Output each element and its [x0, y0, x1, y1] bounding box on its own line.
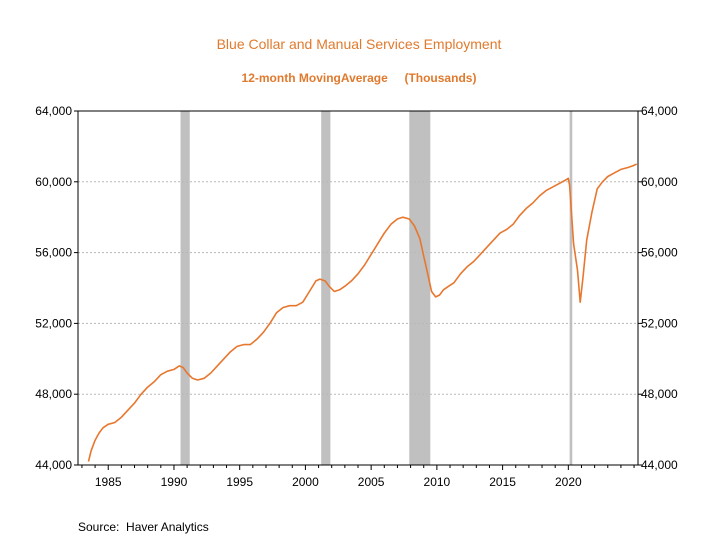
x-tick-label-7: 2020: [555, 475, 582, 489]
recession-band-2: [409, 111, 431, 465]
chart-subtitle: 12-month MovingAverage (Thousands): [242, 71, 477, 85]
x-axis: 1985 1990 1995 2000 2005 2010 2015 2020: [81, 465, 635, 489]
source-note: Source: Haver Analytics: [78, 520, 209, 534]
x-tick-label-2: 1995: [226, 475, 253, 489]
left-y-tick-label-0: 44,000: [35, 458, 72, 472]
left-y-tick-label-5: 64,000: [35, 104, 72, 118]
recession-band-0: [180, 111, 190, 465]
left-y-tick-label-4: 60,000: [35, 175, 72, 189]
grid-lines: [78, 181, 638, 395]
left-y-tick-label-3: 56,000: [35, 246, 72, 260]
x-tick-label-0: 1985: [95, 475, 122, 489]
right-y-tick-label-2: 52,000: [641, 316, 678, 330]
recession-band-3: [569, 111, 573, 465]
right-y-tick-label-0: 44,000: [641, 458, 678, 472]
right-y-tick-label-1: 48,000: [641, 387, 678, 401]
chart-title: Blue Collar and Manual Services Employme…: [217, 36, 502, 52]
series-line: [87, 163, 638, 462]
left-y-axis: 44,000 48,000 52,000 56,000 60,000 64,000: [35, 104, 78, 472]
right-y-tick-label-4: 60,000: [641, 175, 678, 189]
left-y-tick-label-1: 48,000: [35, 387, 72, 401]
x-tick-label-6: 2015: [489, 475, 516, 489]
recession-band-1: [321, 111, 331, 465]
x-tick-label-3: 2000: [292, 475, 319, 489]
right-y-tick-label-5: 64,000: [641, 104, 678, 118]
right-y-axis: 44,000 48,000 52,000 56,000 60,000 64,000: [638, 104, 678, 472]
left-y-tick-label-2: 52,000: [35, 316, 72, 330]
recession-bands: [180, 111, 573, 465]
x-tick-label-4: 2005: [358, 475, 385, 489]
plot-frame: [77, 110, 639, 466]
right-y-tick-label-3: 56,000: [641, 246, 678, 260]
x-tick-label-5: 2010: [424, 475, 451, 489]
x-tick-label-1: 1990: [161, 475, 188, 489]
